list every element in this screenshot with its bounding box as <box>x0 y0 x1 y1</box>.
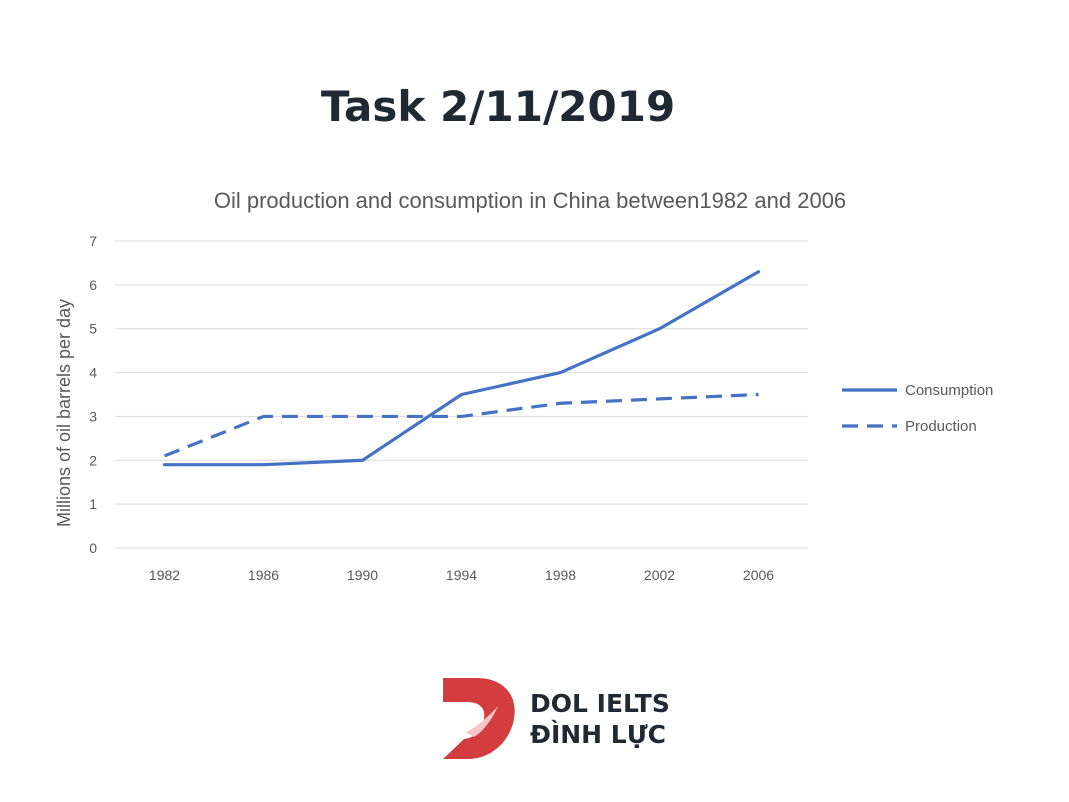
y-tick-label: 4 <box>89 365 97 381</box>
y-axis-label: Millions of oil barrels per day <box>54 299 74 527</box>
y-axis-ticks: 0 1 2 3 4 5 6 7 <box>89 233 97 556</box>
brand-logo: DOL IELTS ĐÌNH LỰC <box>440 676 680 762</box>
x-tick-label: 2006 <box>743 567 774 583</box>
series-lines <box>162 270 761 467</box>
series-line-consumption <box>162 270 761 467</box>
legend: Consumption Production <box>842 382 993 435</box>
logo-text-line1: DOL IELTS <box>530 689 670 718</box>
y-tick-label: 2 <box>89 452 97 468</box>
y-tick-label: 5 <box>89 321 97 337</box>
x-tick-label: 2002 <box>644 567 675 583</box>
logo-mark-icon <box>443 678 515 759</box>
chart-title: Oil production and consumption in China … <box>214 188 846 213</box>
y-tick-label: 0 <box>89 540 97 556</box>
x-axis-ticks: 1982 1986 1990 1994 1998 2002 2006 <box>149 567 774 583</box>
x-tick-label: 1986 <box>248 567 279 583</box>
y-tick-label: 1 <box>89 496 97 512</box>
legend-label-consumption: Consumption <box>905 382 993 399</box>
series-line-production <box>163 392 759 458</box>
y-tick-label: 3 <box>89 408 97 424</box>
legend-label-production: Production <box>905 418 977 435</box>
x-tick-label: 1998 <box>545 567 576 583</box>
x-tick-label: 1994 <box>446 567 477 583</box>
logo-text-line2: ĐÌNH LỰC <box>530 720 666 749</box>
x-tick-label: 1982 <box>149 567 180 583</box>
y-tick-label: 6 <box>89 277 97 293</box>
x-tick-label: 1990 <box>347 567 378 583</box>
page-title: Task 2/11/2019 <box>320 82 676 131</box>
y-tick-label: 7 <box>89 233 97 249</box>
